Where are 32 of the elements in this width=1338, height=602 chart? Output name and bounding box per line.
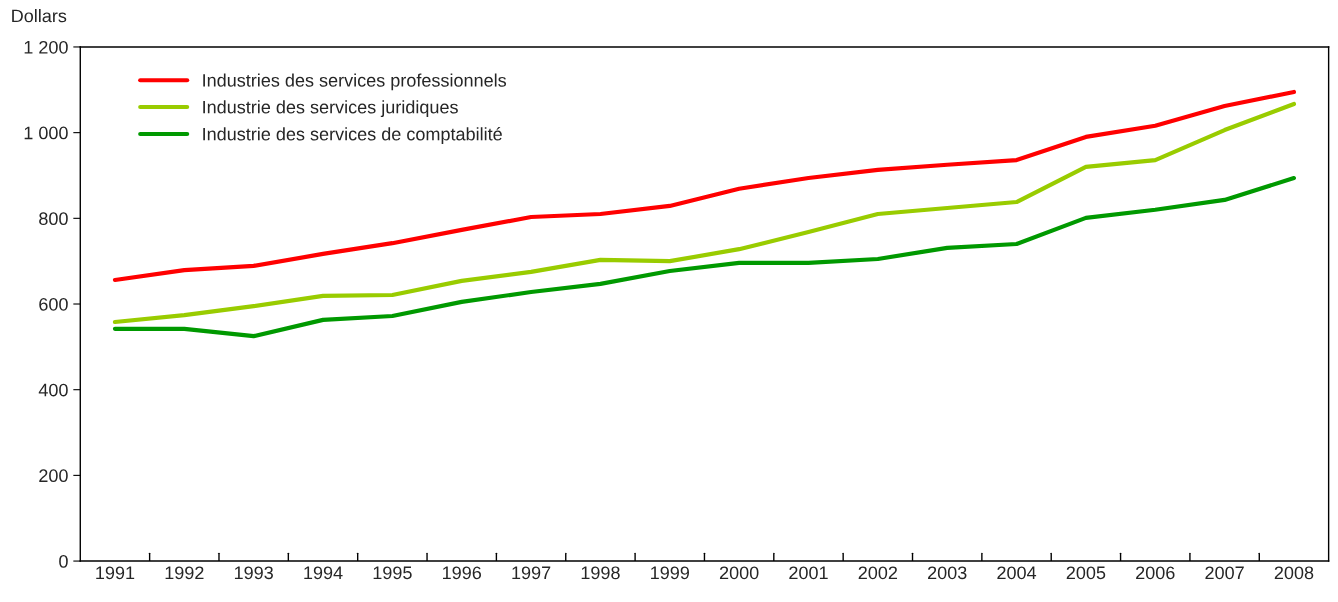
x-tick-label: 1995 <box>373 566 412 580</box>
line-series <box>112 89 1297 283</box>
line-series <box>112 175 1297 339</box>
x-tick-label: 1994 <box>304 566 343 580</box>
x-tick-label: 2000 <box>719 566 759 580</box>
y-tick-label: 1 000 <box>24 126 68 140</box>
x-tick-label: 2008 <box>1274 566 1314 580</box>
x-tick-label: 1996 <box>443 566 482 580</box>
line-series <box>112 101 1297 325</box>
y-tick-label: 200 <box>39 469 68 483</box>
x-tick-label: 2006 <box>1136 566 1175 580</box>
x-tick-label: 1999 <box>651 566 690 580</box>
legend-label: Industries des services professionnels <box>203 73 507 91</box>
x-tick-label: 1993 <box>234 566 273 580</box>
x-tick-label: 2002 <box>858 566 898 580</box>
x-tick-label: 2001 <box>789 566 828 580</box>
x-tick-label: 2004 <box>997 566 1037 580</box>
y-tick-label: 800 <box>39 212 68 226</box>
y-tick-label: 600 <box>39 297 68 311</box>
y-axis-title: Dollars <box>12 9 67 23</box>
y-tick-label: 1 200 <box>24 40 68 54</box>
x-tick-label: 1997 <box>512 566 551 580</box>
x-tick-label: 1998 <box>581 566 620 580</box>
x-tick-label: 2003 <box>928 566 967 580</box>
x-tick-label: 1992 <box>165 566 204 580</box>
y-tick-label: 400 <box>38 383 68 397</box>
legend-label: Industrie des services de comptabilité <box>203 127 502 145</box>
x-tick-label: 2007 <box>1205 566 1244 580</box>
x-tick-label: 1991 <box>96 566 135 580</box>
x-tick-label: 2005 <box>1066 566 1106 580</box>
legend-label: Industrie des services juridiques <box>203 100 458 118</box>
y-tick-label: 0 <box>59 555 68 568</box>
